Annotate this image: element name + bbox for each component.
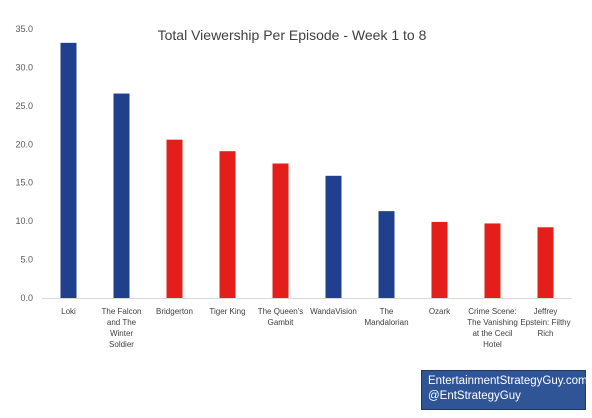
x-category-label-line: Mandalorian xyxy=(364,318,408,327)
x-category-label-line: Jeffrey xyxy=(534,307,558,316)
x-category-label-line: Soldier xyxy=(109,340,134,349)
bar xyxy=(325,175,342,298)
credit-handle: @EntStrategyGuy xyxy=(428,390,521,402)
y-tick-label: 20.0 xyxy=(15,139,33,149)
x-category-label-line: Loki xyxy=(61,307,76,316)
y-tick-label: 25.0 xyxy=(15,101,33,111)
y-tick-label: 30.0 xyxy=(15,62,33,72)
bars xyxy=(60,42,554,298)
bar xyxy=(484,223,501,298)
x-category-label-line: Bridgerton xyxy=(156,307,193,316)
x-category-label-line: Winter xyxy=(110,329,133,338)
x-category-label: Crime Scene: The Vanishing at the Cecil Hot… xyxy=(467,307,518,349)
x-category-label-line: WandaVision xyxy=(310,307,357,316)
x-category-label-line: The Queen's xyxy=(258,307,304,316)
bar xyxy=(378,211,395,298)
bar xyxy=(431,221,448,298)
x-category-label-line: The Vanishing xyxy=(467,318,518,327)
y-tick-label: 0.0 xyxy=(20,293,33,303)
x-category-label-line: Gambit xyxy=(268,318,295,327)
bar xyxy=(219,151,236,298)
x-category-label: Bridgerton xyxy=(156,307,193,316)
x-category-label-line: and The xyxy=(107,318,137,327)
x-category-label-line: Hotel xyxy=(483,340,502,349)
x-axis-labels: Loki The Falcon and The Winter Soldier Bridge… xyxy=(61,307,570,349)
credit-website: EntertainmentStrategyGuy.com xyxy=(428,375,588,387)
x-category-label: The Queen's Gambit xyxy=(258,307,304,327)
y-axis: 0.0 5.0 10.0 15.0 20.0 25.0 30.0 35.0 xyxy=(15,24,33,303)
bar xyxy=(272,163,289,298)
bar xyxy=(113,93,130,298)
y-tick-label: 10.0 xyxy=(15,216,33,226)
x-category-label-line: The xyxy=(380,307,394,316)
x-category-label-line: Epstein: Filthy xyxy=(520,318,570,327)
chart-title: Total Viewership Per Episode - Week 1 to… xyxy=(158,27,427,43)
x-category-label: WandaVision xyxy=(310,307,357,316)
x-category-label: Tiger King xyxy=(209,307,245,316)
x-category-label: Loki xyxy=(61,307,76,316)
y-tick-label: 35.0 xyxy=(15,24,33,34)
x-category-label-line: Crime Scene: xyxy=(468,307,516,316)
bar xyxy=(537,227,554,298)
x-category-label-line: Ozark xyxy=(429,307,451,316)
x-category-label-line: Rich xyxy=(537,329,553,338)
x-category-label: Ozark xyxy=(429,307,451,316)
x-category-label: The Mandalorian xyxy=(364,307,408,327)
credit-box: EntertainmentStrategyGuy.com @EntStrateg… xyxy=(421,370,588,410)
x-category-label-line: The Falcon xyxy=(101,307,141,316)
x-category-label: Jeffrey Epstein: Filthy Rich xyxy=(520,307,570,338)
y-tick-label: 5.0 xyxy=(20,255,33,265)
x-category-label: The Falcon and The Winter Soldier xyxy=(101,307,141,349)
bar xyxy=(166,139,183,298)
bar xyxy=(60,42,77,298)
x-category-label-line: Tiger King xyxy=(209,307,245,316)
y-tick-label: 15.0 xyxy=(15,178,33,188)
x-category-label-line: at the Cecil xyxy=(472,329,512,338)
